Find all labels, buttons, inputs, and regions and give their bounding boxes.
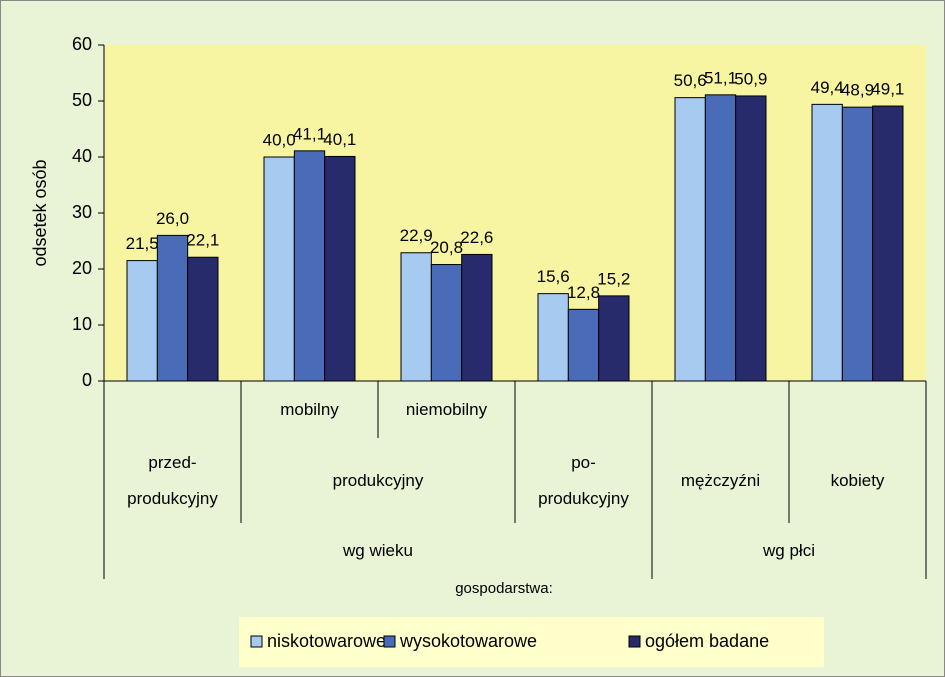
legend-swatch [628, 635, 641, 648]
bar [841, 106, 874, 382]
legend-swatch [383, 635, 396, 648]
x-category-label: po- produkcyjny [538, 452, 629, 508]
plot-area [104, 45, 926, 381]
y-tick-label: 0 [82, 370, 92, 390]
data-label: 48,9 [841, 81, 874, 100]
data-label: 49,1 [871, 80, 904, 99]
bar [704, 94, 737, 382]
bar [156, 234, 189, 382]
data-label: 22,6 [460, 228, 493, 247]
x-category-label: mobilny [280, 399, 339, 419]
y-tick-label: 20 [72, 258, 92, 278]
bar [293, 150, 326, 382]
data-label: 50,9 [734, 69, 767, 88]
data-label: 50,6 [674, 71, 707, 90]
legend-label: ogółem badane [645, 631, 769, 651]
data-label: 22,1 [186, 231, 219, 250]
bar [872, 105, 904, 382]
y-tick-label: 10 [72, 314, 92, 334]
data-label: 40,0 [263, 130, 296, 149]
data-label: 22,9 [400, 226, 433, 245]
data-label: 41,1 [293, 124, 326, 143]
bar [811, 103, 843, 382]
bar [430, 264, 463, 382]
y-tick-label: 40 [72, 146, 92, 166]
data-label: 15,6 [537, 267, 570, 286]
bar [598, 295, 630, 382]
legend-box [239, 617, 824, 667]
legend-label: niskotowarowe [267, 631, 386, 651]
data-label: 15,2 [597, 269, 630, 288]
y-axis-title: odsetek osób [30, 159, 50, 266]
legend-title: gospodarstwa: [455, 580, 553, 597]
data-label: 40,1 [323, 130, 356, 149]
bar [567, 308, 600, 382]
x-category-label: kobiety [830, 470, 885, 490]
x-category-label: przed- produkcyjny [127, 452, 218, 508]
x-category-label: wg płci [763, 541, 815, 560]
bar [126, 260, 158, 382]
x-category-label: mężczyźni [680, 470, 761, 490]
bar [187, 256, 219, 382]
x-category-label: niemobilny [405, 399, 488, 419]
bar [674, 97, 706, 382]
y-tick-label: 30 [72, 202, 92, 222]
legend-label: wysokotowarowe [399, 631, 537, 651]
data-label: 12,8 [567, 283, 600, 302]
bar [400, 252, 432, 382]
bar [263, 156, 295, 382]
data-label: 20,8 [430, 238, 463, 257]
data-label: 49,4 [811, 78, 844, 97]
x-category-label: wg wieku [343, 541, 413, 560]
data-label: 26,0 [156, 209, 189, 228]
legend-swatch [250, 635, 263, 648]
y-tick-label: 50 [72, 90, 92, 110]
data-label: 21,5 [126, 234, 159, 253]
data-label: 51,1 [704, 68, 737, 87]
bar [735, 95, 767, 382]
bar [324, 155, 356, 382]
bar [537, 293, 569, 382]
y-tick-label: 60 [72, 34, 92, 54]
bar [461, 253, 493, 382]
x-category-label: produkcyjny [332, 470, 424, 490]
